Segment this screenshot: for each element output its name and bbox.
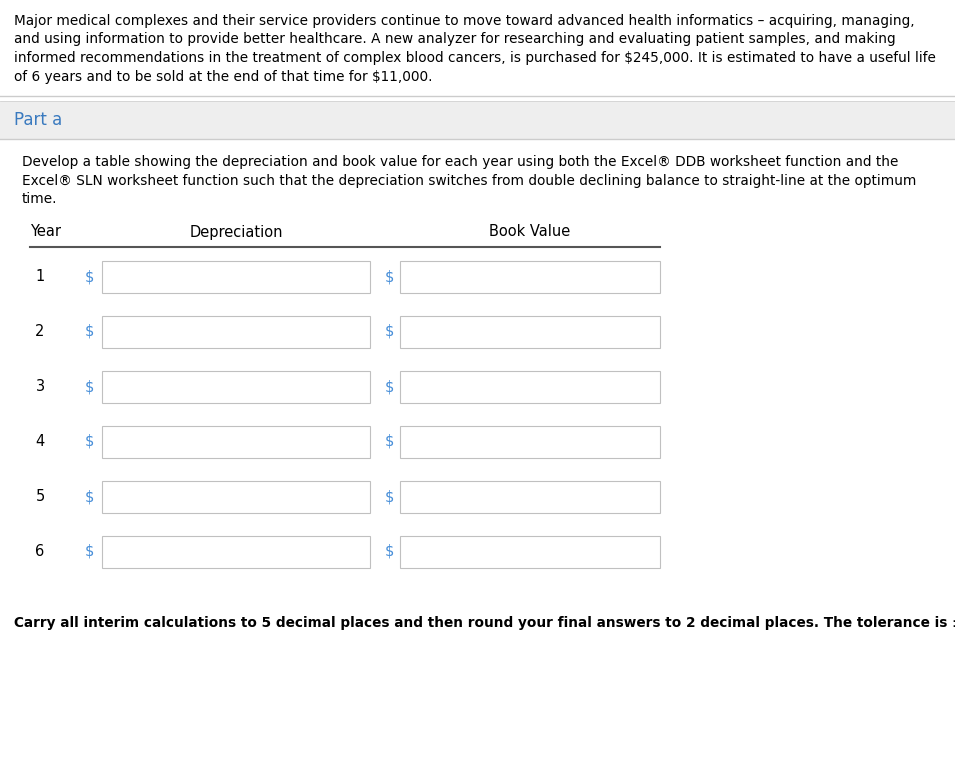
- Bar: [102, 425, 370, 457]
- Text: 6: 6: [35, 544, 45, 559]
- Text: time.: time.: [22, 192, 57, 206]
- Text: Depreciation: Depreciation: [189, 224, 283, 240]
- Text: $: $: [385, 544, 394, 559]
- Text: 4: 4: [35, 434, 45, 449]
- Text: $: $: [385, 269, 394, 284]
- Bar: [102, 260, 370, 293]
- Text: $: $: [385, 324, 394, 339]
- Bar: [400, 371, 660, 402]
- Text: $: $: [85, 269, 95, 284]
- Bar: [102, 371, 370, 402]
- Text: 2: 2: [35, 324, 45, 339]
- Text: of 6 years and to be sold at the end of that time for $11,000.: of 6 years and to be sold at the end of …: [14, 70, 433, 83]
- Text: $: $: [85, 379, 95, 394]
- Bar: [102, 316, 370, 348]
- Text: Develop a table showing the depreciation and book value for each year using both: Develop a table showing the depreciation…: [22, 155, 899, 169]
- Text: $: $: [85, 434, 95, 449]
- Text: $: $: [85, 324, 95, 339]
- Text: $: $: [385, 489, 394, 504]
- Bar: [102, 480, 370, 512]
- Text: $: $: [85, 544, 95, 559]
- Text: Part a: Part a: [14, 111, 62, 129]
- Text: 1: 1: [35, 269, 45, 284]
- Text: Major medical complexes and their service providers continue to move toward adva: Major medical complexes and their servic…: [14, 14, 915, 28]
- Text: Carry all interim calculations to 5 decimal places and then round your final ans: Carry all interim calculations to 5 deci…: [14, 616, 955, 630]
- Text: 5: 5: [35, 489, 45, 504]
- Text: Year: Year: [30, 224, 61, 240]
- Text: $: $: [385, 379, 394, 394]
- Text: and using information to provide better healthcare. A new analyzer for researchi: and using information to provide better …: [14, 32, 896, 47]
- Bar: [400, 480, 660, 512]
- Text: 3: 3: [35, 379, 45, 394]
- Bar: [400, 260, 660, 293]
- Text: Excel® SLN worksheet function such that the depreciation switches from double de: Excel® SLN worksheet function such that …: [22, 174, 917, 188]
- Bar: [400, 425, 660, 457]
- Text: informed recommendations in the treatment of complex blood cancers, is purchased: informed recommendations in the treatmen…: [14, 51, 936, 65]
- Bar: [0, 101, 955, 139]
- Text: $: $: [85, 489, 95, 504]
- Text: $: $: [385, 434, 394, 449]
- Bar: [400, 316, 660, 348]
- Text: Book Value: Book Value: [489, 224, 571, 240]
- Bar: [102, 535, 370, 568]
- Bar: [400, 535, 660, 568]
